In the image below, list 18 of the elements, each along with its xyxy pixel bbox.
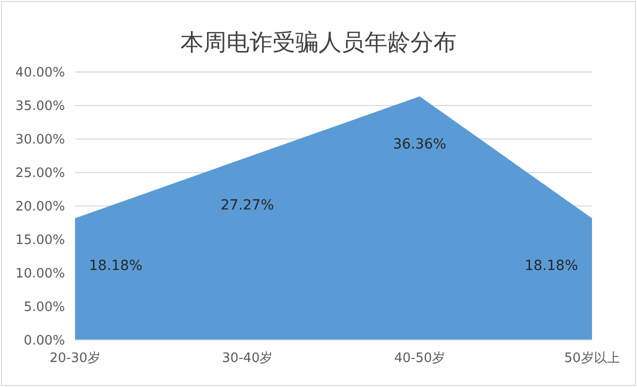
x-tick-label: 50岁以上 [564, 351, 620, 366]
chart-title: 本周电诈受骗人员年龄分布 [180, 30, 456, 56]
data-label: 36.36% [392, 136, 446, 152]
y-tick-label: 0.00% [24, 334, 65, 348]
x-tick-label: 30-40岁 [222, 351, 273, 366]
x-tick-label: 20-30岁 [50, 351, 100, 366]
y-tick-label: 15.00% [15, 233, 65, 248]
y-tick-label: 30.00% [15, 132, 65, 148]
data-label: 18.18% [89, 258, 142, 274]
y-tick-label: 25.00% [15, 166, 65, 181]
y-tick-label: 40.00% [15, 66, 65, 80]
y-tick-label: 10.00% [15, 266, 65, 282]
y-tick-label: 35.00% [15, 99, 65, 114]
data-label: 18.18% [524, 258, 578, 274]
y-tick-label: 5.00% [24, 300, 65, 315]
data-label: 27.27% [220, 197, 274, 214]
x-tick-label: 40-50岁 [394, 351, 446, 366]
y-tick-label: 20.00% [15, 200, 65, 214]
